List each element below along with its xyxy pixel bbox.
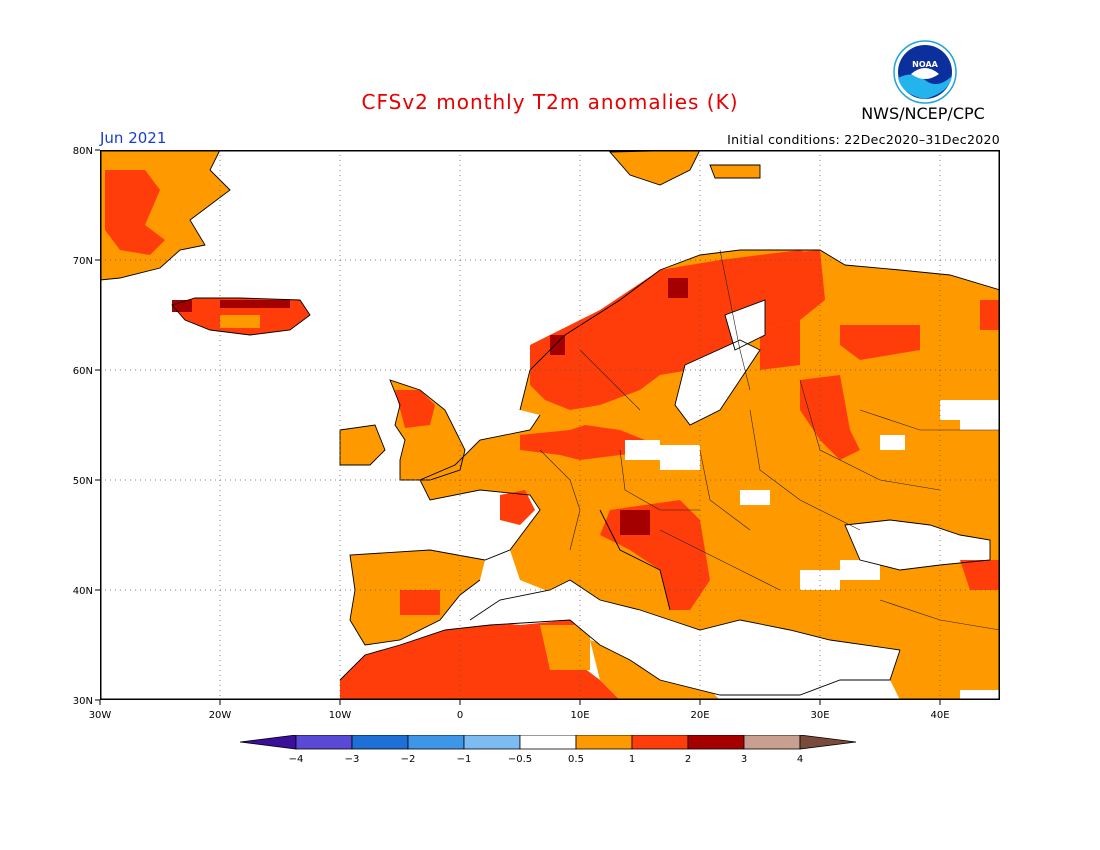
- country-borders: [539, 249, 1000, 631]
- colorbar-bin: [295, 735, 353, 750]
- colorbar-label: 3: [741, 754, 747, 765]
- ireland-region: [340, 425, 385, 465]
- noaa-logo-text: NOAA: [912, 60, 938, 69]
- colorbar-label: 4: [797, 754, 803, 765]
- lat-label: 80N: [73, 146, 93, 157]
- mediterranean-sea: [470, 580, 900, 695]
- forecast-month: Jun 2021: [100, 129, 167, 147]
- lon-label: 10W: [329, 710, 352, 721]
- black-sea: [845, 520, 990, 570]
- colorbar-bin: [240, 735, 297, 750]
- anomaly-fill: [100, 150, 1000, 700]
- lon-label: 40E: [930, 710, 949, 721]
- colorbar-label: 2: [685, 754, 691, 765]
- lon-label: 10E: [570, 710, 589, 721]
- colorbar-label: 0.5: [568, 754, 584, 765]
- lat-label: 50N: [73, 476, 93, 487]
- colorbar: −4 −3 −2 −1 −0.5 0.5 1 2 3 4: [240, 735, 857, 765]
- colorbar-bin: [575, 735, 633, 750]
- colorbar-label: −3: [345, 754, 360, 765]
- colorbar-bin: [631, 735, 689, 750]
- agency-label: NWS/NCEP/CPC: [861, 104, 985, 123]
- anomaly-map: [100, 150, 1000, 700]
- colorbar-bin: [799, 735, 857, 750]
- lon-label: 30W: [89, 710, 112, 721]
- lon-label: 30E: [810, 710, 829, 721]
- initial-conditions: Initial conditions: 22Dec2020–31Dec2020: [727, 132, 1000, 147]
- map-frame: [100, 150, 1000, 700]
- lat-label: 40N: [73, 586, 93, 597]
- colorbar-label: −2: [401, 754, 416, 765]
- map-title: CFSv2 monthly T2m anomalies (K): [361, 90, 739, 114]
- lon-label: 20W: [209, 710, 232, 721]
- noaa-logo: NOAA: [893, 40, 957, 104]
- lat-label: 30N: [73, 696, 93, 707]
- colorbar-label: 1: [629, 754, 635, 765]
- colorbar-bin: [519, 735, 577, 750]
- colorbar-bin: [463, 735, 521, 750]
- lon-label: 20E: [690, 710, 709, 721]
- colorbar-bin: [687, 735, 745, 750]
- lat-label: 60N: [73, 366, 93, 377]
- baltic-sea: [675, 340, 760, 425]
- lat-label: 70N: [73, 256, 93, 267]
- colorbar-bin: [407, 735, 465, 750]
- colorbar-bin: [743, 735, 801, 750]
- colorbar-label: −4: [289, 754, 304, 765]
- colorbar-label: −1: [457, 754, 472, 765]
- colorbar-label: −0.5: [508, 754, 532, 765]
- colorbar-bin: [351, 735, 409, 750]
- coastlines: [100, 150, 1000, 696]
- lon-label: 0: [457, 710, 463, 721]
